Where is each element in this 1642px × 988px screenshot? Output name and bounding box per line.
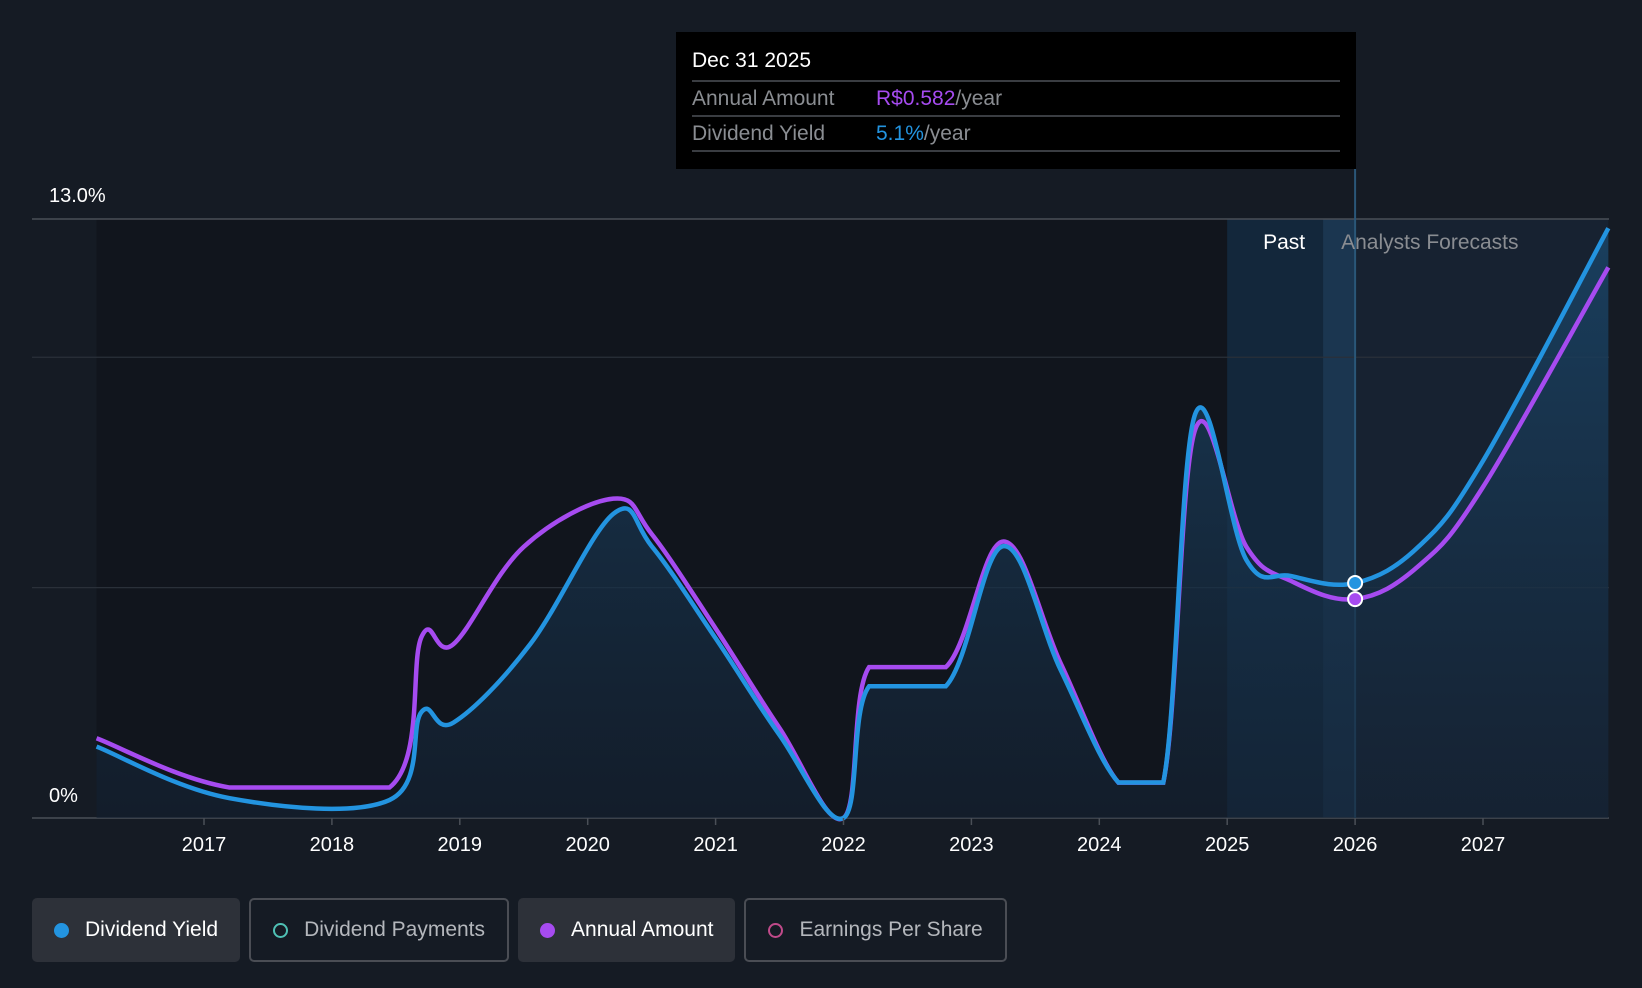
tooltip-unit: /year [923,122,971,145]
x-tick-label: 2026 [1333,834,1378,856]
tooltip: Dec 31 2025 Annual Amount R$0.582 /year … [676,32,1356,169]
annual-amount-line [95,266,1611,822]
yield-area [96,228,1609,819]
tooltip-value: 5.1% [876,122,924,145]
x-tick-label: 2021 [693,834,738,856]
y-axis-max-label: 13.0% [49,185,106,207]
x-tick-label: 2027 [1461,834,1506,856]
tooltip-date: Dec 31 2025 [692,46,1340,82]
x-tick-label: 2022 [821,834,866,856]
x-tick-label: 2019 [438,834,483,856]
legend-label: Dividend Payments [304,918,486,941]
legend-dividend-yield[interactable]: Dividend Yield [32,898,241,962]
legend: Dividend Yield Dividend Payments Annual … [32,898,1007,962]
tooltip-unit: /year [955,87,1003,110]
y-axis-zero-label: 0% [49,785,78,807]
x-tick-label: 2024 [1077,834,1122,856]
x-tick-label: 2017 [182,834,227,856]
tooltip-value: R$0.582 [876,87,956,110]
hollow-dot-icon [273,922,289,938]
dividend-yield-line [95,227,1611,822]
legend-annual-amount[interactable]: Annual Amount [518,898,736,962]
x-tick-label: 2018 [310,834,355,856]
past-label: Past [1263,231,1305,254]
legend-label: Dividend Yield [85,918,219,941]
x-tick-label: 2025 [1205,834,1250,856]
filled-dot-icon [54,922,69,938]
legend-earnings-per-share[interactable]: Earnings Per Share [744,898,1007,962]
tooltip-row-dividend-yield: Dividend Yield 5.1% /year [692,117,1340,152]
hollow-dot-icon [768,922,784,938]
legend-dividend-payments[interactable]: Dividend Payments [249,898,510,962]
forecast-label: Analysts Forecasts [1341,231,1518,254]
dividend-yield-marker [1347,575,1364,592]
x-tick-label: 2023 [949,834,994,856]
legend-label: Annual Amount [571,918,714,941]
tooltip-label: Dividend Yield [692,122,826,145]
filled-dot-icon [540,922,556,938]
legend-label: Earnings Per Share [799,918,983,941]
x-tick-label: 2020 [565,834,610,856]
tooltip-label: Annual Amount [692,87,835,110]
annual-amount-marker [1347,591,1364,608]
tooltip-row-annual-amount: Annual Amount R$0.582 /year [692,82,1340,117]
dividend-chart: 2017 2018 2019 2020 2021 2022 2023 2024 2025 2026… [32,169,1611,856]
